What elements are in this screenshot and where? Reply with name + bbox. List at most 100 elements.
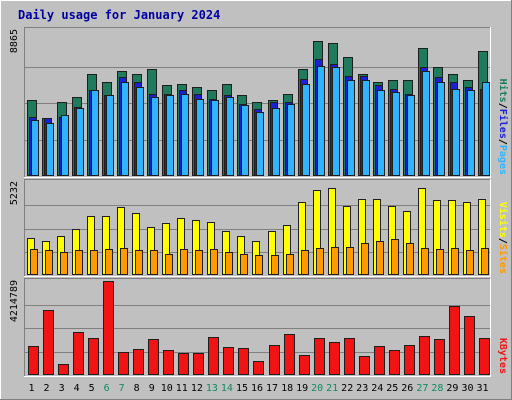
x-axis-labels: 1 2 3 4 5 6 7 8 9 10 11 12 13 14 15 16 17 18 19 20 21 22 23 24 2… [28,383,488,394]
legend-sites: Sites [497,244,509,274]
x-tick-label-day-2: 2 [43,383,49,394]
x-tick-label-day-26: 26 [401,383,413,394]
bar-sites-day-23 [361,243,369,275]
bar-kbytes-day-10 [163,350,174,375]
bar-pages-day-12 [196,99,204,176]
bar-pages-day-1 [31,120,39,176]
bar-sites-day-7 [120,248,128,275]
bar-pages-day-7 [121,82,129,176]
bar-kbytes-day-22 [344,338,355,375]
bar-sites-day-25 [391,239,399,275]
bar-pages-day-31 [482,82,490,176]
bar-sites-day-31 [481,248,489,275]
bar-pages-day-3 [61,115,69,176]
bar-sites-day-11 [180,249,188,275]
x-tick-label-day-20: 20 [311,383,323,394]
panel-kbytes: 4214789 KBytes [9,278,508,377]
bar-sites-day-6 [105,249,113,275]
bar-pages-day-20 [317,66,325,176]
bar-sites-day-12 [195,250,203,275]
side-legend: Hits/Files/Pages [497,79,509,175]
bar-kbytes-day-11 [178,353,189,375]
x-tick-label-day-28: 28 [431,383,443,394]
panel-visits: 5232 Visits/Sites [9,179,509,277]
bar-kbytes-day-5 [88,338,99,375]
bar-sites-day-30 [466,250,474,275]
bar-pages-day-9 [151,97,159,176]
bar-kbytes-day-2 [43,310,54,375]
bar-kbytes-day-23 [359,356,370,375]
panel-hits: 8865 Hits/Files/Pages [9,27,509,178]
x-tick-label-day-1: 1 [28,383,34,394]
x-tick-label-day-15: 15 [236,383,248,394]
legend-separator: / [497,139,508,145]
bar-kbytes-day-9 [148,339,159,375]
x-tick-label-day-14: 14 [221,383,233,394]
legend-hits: Hits [497,79,509,103]
chart-title: Daily usage for January 2024 [18,8,220,22]
bar-kbytes-day-12 [193,353,204,375]
x-tick-label-day-24: 24 [371,383,383,394]
bar-pages-day-16 [256,112,264,176]
bar-sites-day-9 [150,250,158,275]
bar-kbytes-day-29 [449,306,460,375]
x-tick-label-day-16: 16 [251,383,263,394]
bar-sites-day-26 [406,243,414,275]
bar-pages-day-24 [377,90,385,176]
x-tick-label-day-5: 5 [89,383,95,394]
chart-panels: 8865 Hits/Files/Pages 5232 Visits/Sites 4214… [9,27,509,377]
x-tick-label-day-23: 23 [356,383,368,394]
bar-sites-day-29 [451,248,459,275]
bar-pages-day-22 [347,80,355,176]
bar-sites-day-8 [135,250,143,275]
x-tick-label-day-30: 30 [461,383,473,394]
bar-kbytes-day-14 [223,347,234,375]
bar-pages-day-8 [136,87,144,176]
bar-pages-day-19 [302,84,310,176]
bar-sites-day-22 [346,247,354,275]
bar-kbytes-day-18 [284,334,295,375]
x-tick-label-day-18: 18 [281,383,293,394]
bar-kbytes-day-13 [208,337,219,375]
y-max-label: 5232 [9,181,20,205]
bar-sites-day-16 [255,255,263,275]
y-max-label: 4214789 [9,280,20,322]
x-tick-label-day-9: 9 [149,383,155,394]
legend-kbytes: KBytes [497,338,508,374]
y-max-label: 8865 [9,29,20,53]
bar-kbytes-day-17 [269,345,280,375]
bar-pages-day-5 [91,90,99,176]
bar-sites-day-5 [90,250,98,275]
x-tick-label-day-21: 21 [326,383,338,394]
bar-kbytes-day-26 [404,345,415,375]
bar-pages-day-2 [46,123,54,176]
bar-sites-day-19 [301,250,309,275]
legend-separator: / [497,103,508,109]
x-tick-label-day-12: 12 [191,383,203,394]
legend-separator: / [497,238,508,244]
bar-kbytes-day-20 [314,338,325,375]
bar-pages-day-6 [106,95,114,176]
bar-pages-day-13 [211,100,219,176]
x-tick-label-day-8: 8 [134,383,140,394]
side-legend: Visits/Sites [497,202,509,274]
bar-pages-day-26 [407,95,415,176]
bar-pages-day-18 [287,104,295,176]
bar-sites-day-17 [271,255,279,275]
bar-pages-day-10 [166,95,174,176]
x-tick-label-day-6: 6 [104,383,110,394]
bar-kbytes-day-21 [329,342,340,375]
bar-sites-day-28 [436,249,444,275]
bar-kbytes-day-6 [103,281,114,375]
bar-sites-day-1 [30,249,38,275]
bar-kbytes-day-25 [389,350,400,375]
bar-sites-day-3 [60,252,68,275]
series-kbytes [28,281,490,375]
series-pages [31,66,490,176]
bar-sites-day-21 [331,247,339,275]
x-tick-label-day-27: 27 [416,383,428,394]
bar-sites-day-15 [240,254,248,275]
bar-pages-day-27 [422,71,430,176]
bar-pages-day-28 [437,82,445,176]
